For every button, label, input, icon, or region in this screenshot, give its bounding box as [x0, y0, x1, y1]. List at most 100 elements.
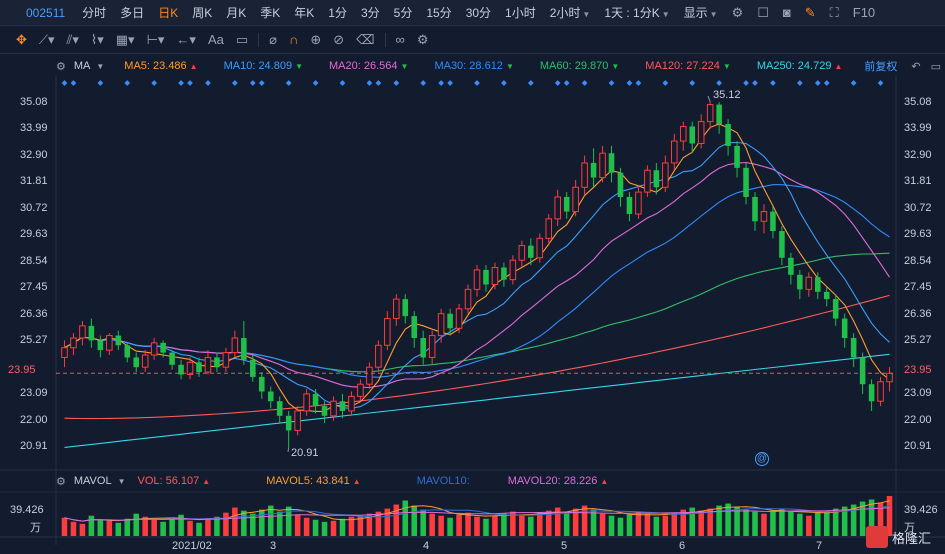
line-tool-icon[interactable]: ⟋▾ [38, 31, 55, 47]
period-tab-1hour[interactable]: 1小时 [505, 6, 536, 20]
at-icon[interactable]: @ [755, 452, 769, 466]
price-tick-right: 20.91 [904, 440, 932, 453]
volume-bar [214, 516, 220, 536]
candle [150, 338, 158, 360]
signal-dot [339, 80, 346, 86]
candle [760, 204, 768, 234]
period-tab-monthly[interactable]: 月K [226, 6, 247, 20]
ma-indicator-label[interactable]: MA [73, 60, 91, 72]
candle [420, 330, 426, 365]
candle-body [285, 415, 292, 431]
gear-icon[interactable]: ⚙ [416, 31, 429, 47]
candle-body [877, 381, 884, 402]
undo-icon[interactable]: ↶ [911, 60, 921, 73]
price-tick-left: 28.54 [20, 254, 48, 267]
text-tool-icon[interactable]: Aa [207, 32, 224, 47]
link-icon[interactable]: ∞ [395, 32, 405, 47]
period-tab-weekly[interactable]: 周K [192, 6, 213, 20]
chevron-down-icon[interactable]: ▼ [117, 476, 126, 486]
candle-body [420, 338, 426, 358]
candle [204, 350, 212, 375]
mavol-indicator-label[interactable]: MAVOL [73, 475, 112, 487]
period-tab-1min[interactable]: 1分 [328, 6, 347, 20]
volume-bar [671, 512, 678, 536]
candles [61, 101, 893, 448]
volume-bar [823, 510, 830, 536]
stock-code[interactable]: 002511 [26, 5, 66, 20]
fullscreen-icon[interactable]: ⛶ [829, 4, 839, 20]
eraser-icon[interactable]: ⌀ [269, 31, 277, 47]
chevron-down-icon[interactable]: ▼ [96, 61, 105, 71]
gear-icon[interactable]: ⚙ [56, 60, 66, 73]
wave-tool-icon[interactable]: ⌇▾ [90, 31, 104, 47]
lock-icon[interactable]: ⊕ [310, 31, 322, 47]
candle-body [88, 325, 95, 341]
arrow-tool-icon[interactable]: ←▾ [176, 31, 196, 47]
signal-dot [752, 80, 758, 86]
period-tab-fenshi[interactable]: 分时 [82, 6, 107, 20]
period-tab-2hour[interactable]: 2小时 ▼ [543, 4, 598, 21]
period-tab-yearly[interactable]: 年K [294, 6, 315, 20]
minus-icon[interactable]: ▭ [930, 60, 941, 73]
volume-bar [393, 504, 400, 536]
triangle-down-icon: ▼ [400, 61, 409, 71]
display-menu[interactable]: 显示 ▼ [677, 4, 725, 21]
magnet-icon[interactable]: ∩ [288, 32, 299, 47]
candle [841, 313, 848, 348]
volume-bar [474, 516, 480, 536]
period-tab-1day-1min[interactable]: 1天 : 1分K ▼ [597, 4, 676, 21]
signal-dot [743, 80, 749, 86]
candle-body [70, 337, 77, 349]
volume-legend: ⚙ MAVOL ▼ VOL: 56.107 ▲ MAVOL5: 43.841 ▲ M… [0, 471, 945, 491]
square-icon[interactable]: ☐ [757, 4, 769, 20]
comment-tool-icon[interactable]: ▭ [235, 31, 249, 47]
f10-button[interactable]: F10 [852, 5, 876, 20]
gear-icon[interactable]: ⚙ [56, 475, 66, 488]
hide-icon[interactable]: ⊘ [333, 31, 345, 47]
period-tab-30min[interactable]: 30分 [465, 6, 492, 20]
period-tab-15min[interactable]: 15分 [426, 6, 452, 20]
candle [339, 393, 346, 419]
period-tab-quarterly[interactable]: 季K [260, 6, 281, 20]
candle-body [178, 364, 184, 375]
candle [411, 311, 418, 348]
price-tick-left: 23.09 [20, 387, 48, 400]
candle [644, 165, 651, 197]
trash-icon[interactable]: ⌫ [356, 31, 375, 47]
volume-bar [859, 501, 866, 536]
volume-bar [563, 511, 570, 536]
candle [222, 347, 230, 373]
volume-bar [788, 511, 794, 536]
period-tab-3min[interactable]: 3分 [360, 6, 380, 20]
period-tab-multiday[interactable]: 多日 [120, 6, 145, 20]
candle [877, 376, 884, 407]
move-cross-icon[interactable]: ✥ [16, 31, 27, 47]
volume-bar [348, 516, 355, 536]
price-tick-right: 32.90 [904, 148, 932, 161]
candle-body [294, 410, 301, 431]
triangle-down-icon: ▼ [295, 61, 304, 71]
signal-dot [581, 80, 588, 86]
period-tab-daily[interactable]: 日K [158, 6, 179, 20]
camera-icon[interactable]: ◙ [782, 5, 791, 20]
candle [241, 320, 247, 365]
fib-tool-icon[interactable]: ▦▾ [115, 31, 135, 47]
candle [375, 340, 382, 373]
adjust-mode-button[interactable]: 前复权 [864, 61, 898, 73]
candle [402, 294, 409, 324]
candle-body [797, 274, 803, 290]
candle [115, 330, 122, 351]
gear-icon[interactable]: ⚙ [731, 4, 744, 20]
pen-icon[interactable]: ✎ [804, 4, 816, 20]
candle-body [222, 352, 230, 368]
channel-tool-icon[interactable]: ⫽▾ [66, 31, 79, 47]
candle [357, 379, 364, 402]
period-tab-5min[interactable]: 5分 [393, 6, 413, 20]
signal-dot [689, 80, 696, 86]
candle-body [375, 344, 382, 368]
volume-bar [797, 513, 803, 536]
measure-tool-icon[interactable]: ⊢▾ [146, 31, 165, 47]
candle [850, 333, 857, 368]
candle-body [150, 342, 158, 356]
